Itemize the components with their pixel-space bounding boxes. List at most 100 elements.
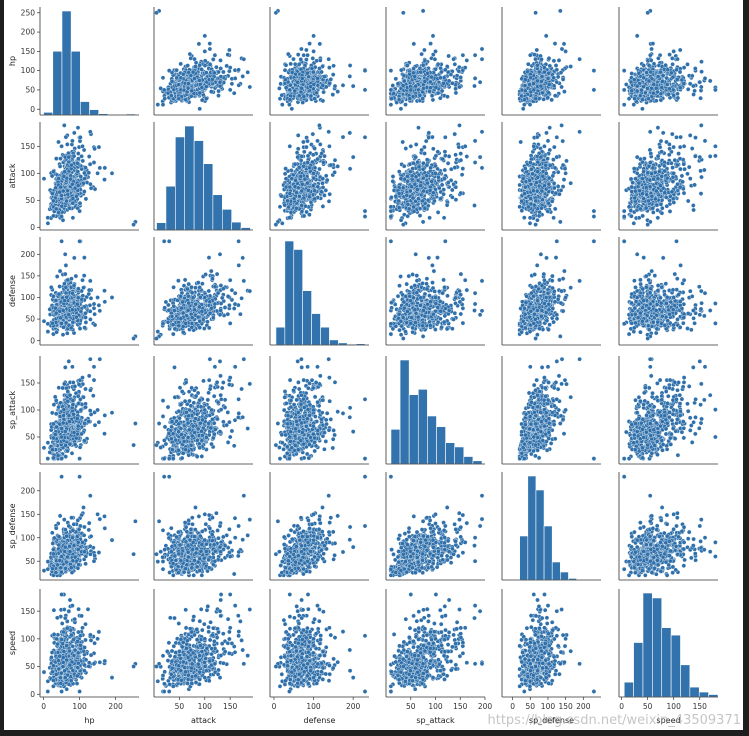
scatter-point — [549, 199, 555, 204]
scatter-point — [472, 203, 477, 208]
scatter-point — [418, 69, 423, 75]
scatter-point — [533, 222, 538, 227]
scatter-point — [305, 153, 311, 159]
scatter-point — [178, 75, 184, 81]
scatter-point — [323, 173, 329, 179]
scatter-point — [317, 123, 322, 128]
scatter-point — [283, 176, 289, 181]
scatter-point — [322, 153, 327, 159]
y-tick-label: 150 — [21, 47, 36, 56]
scatter-point — [335, 89, 340, 94]
scatter-point — [398, 106, 404, 112]
scatter-point — [411, 204, 416, 210]
scatter-point — [558, 219, 563, 225]
scatter-point — [293, 178, 298, 183]
scatter-point — [212, 70, 217, 76]
scatter-point — [232, 76, 238, 81]
scatter-point — [295, 79, 300, 85]
scatter-point — [407, 96, 413, 101]
scatter-point — [59, 144, 64, 149]
scatter-point — [429, 93, 435, 98]
scatter-point — [332, 157, 338, 163]
scatter-point — [169, 79, 175, 84]
scatter-point — [462, 65, 468, 70]
panel-hp-vs-sp_defense — [501, 7, 601, 116]
scatter-point — [83, 196, 89, 202]
scatter-point — [665, 67, 670, 73]
scatter-point — [634, 88, 640, 94]
scatter-point — [403, 146, 409, 151]
scatter-point — [522, 191, 527, 196]
scatter-point — [240, 74, 245, 79]
scatter-point — [295, 154, 300, 160]
scatter-point — [713, 87, 718, 93]
scatter-point — [312, 146, 317, 151]
scatter-point — [517, 204, 522, 210]
scatter-point — [188, 56, 193, 61]
scatter-point — [658, 97, 664, 103]
scatter-point — [428, 165, 433, 171]
scatter-point — [539, 79, 544, 84]
scatter-point — [88, 129, 93, 135]
scatter-point — [417, 93, 423, 98]
scatter-point — [241, 56, 247, 62]
scatter-point — [301, 52, 306, 58]
scatter-point — [621, 102, 627, 107]
scatter-point — [472, 76, 478, 81]
scatter-point — [80, 158, 86, 164]
scatter-point — [92, 186, 98, 192]
scatter-point — [92, 146, 97, 152]
scatter-point — [350, 83, 356, 89]
scatter-point — [554, 135, 560, 140]
scatter-point — [591, 68, 597, 73]
scatter-point — [429, 74, 434, 80]
scatter-point — [560, 184, 566, 189]
scatter-point — [413, 83, 418, 89]
scatter-point — [535, 175, 541, 180]
scatter-point — [527, 215, 533, 221]
scatter-point — [227, 65, 233, 70]
scatter-point — [699, 84, 704, 90]
scatter-point — [214, 64, 219, 70]
scatter-point — [401, 73, 407, 78]
scatter-point — [75, 160, 80, 166]
scatter-point — [562, 89, 567, 94]
scatter-point — [529, 166, 534, 172]
scatter-point — [178, 61, 183, 67]
scatter-point — [697, 79, 703, 85]
y-tick-label: 100 — [21, 169, 36, 178]
scatter-point — [410, 195, 416, 201]
scatter-point — [301, 195, 307, 201]
scatter-point — [666, 92, 671, 97]
hist-bar-attack-3 — [184, 125, 195, 231]
scatter-point — [472, 52, 478, 58]
scatter-point — [522, 215, 527, 220]
scatter-point — [393, 76, 399, 82]
scatter-point — [76, 151, 81, 156]
scatter-point — [621, 87, 627, 93]
scatter-point — [644, 70, 649, 75]
scatter-point — [631, 77, 637, 82]
scatter-point — [62, 123, 67, 128]
scatter-point — [641, 63, 646, 68]
scatter-point — [308, 84, 313, 89]
scatter-point — [295, 146, 301, 152]
scatter-point — [435, 61, 441, 67]
scatter-point — [307, 212, 312, 217]
scatter-point — [654, 98, 659, 103]
scatter-point — [527, 178, 532, 183]
scatter-point — [528, 196, 533, 201]
scatter-point — [218, 74, 224, 79]
scatter-point — [389, 96, 394, 101]
scatter-point — [285, 198, 290, 204]
scatter-point — [388, 204, 394, 210]
scatter-point — [217, 83, 223, 89]
scatter-point — [669, 70, 674, 76]
scatter-point — [416, 196, 421, 201]
scatter-point — [299, 188, 304, 194]
scatter-point — [430, 33, 436, 39]
scatter-point — [307, 165, 312, 171]
scatter-point — [320, 204, 326, 209]
scatter-point — [311, 49, 316, 54]
